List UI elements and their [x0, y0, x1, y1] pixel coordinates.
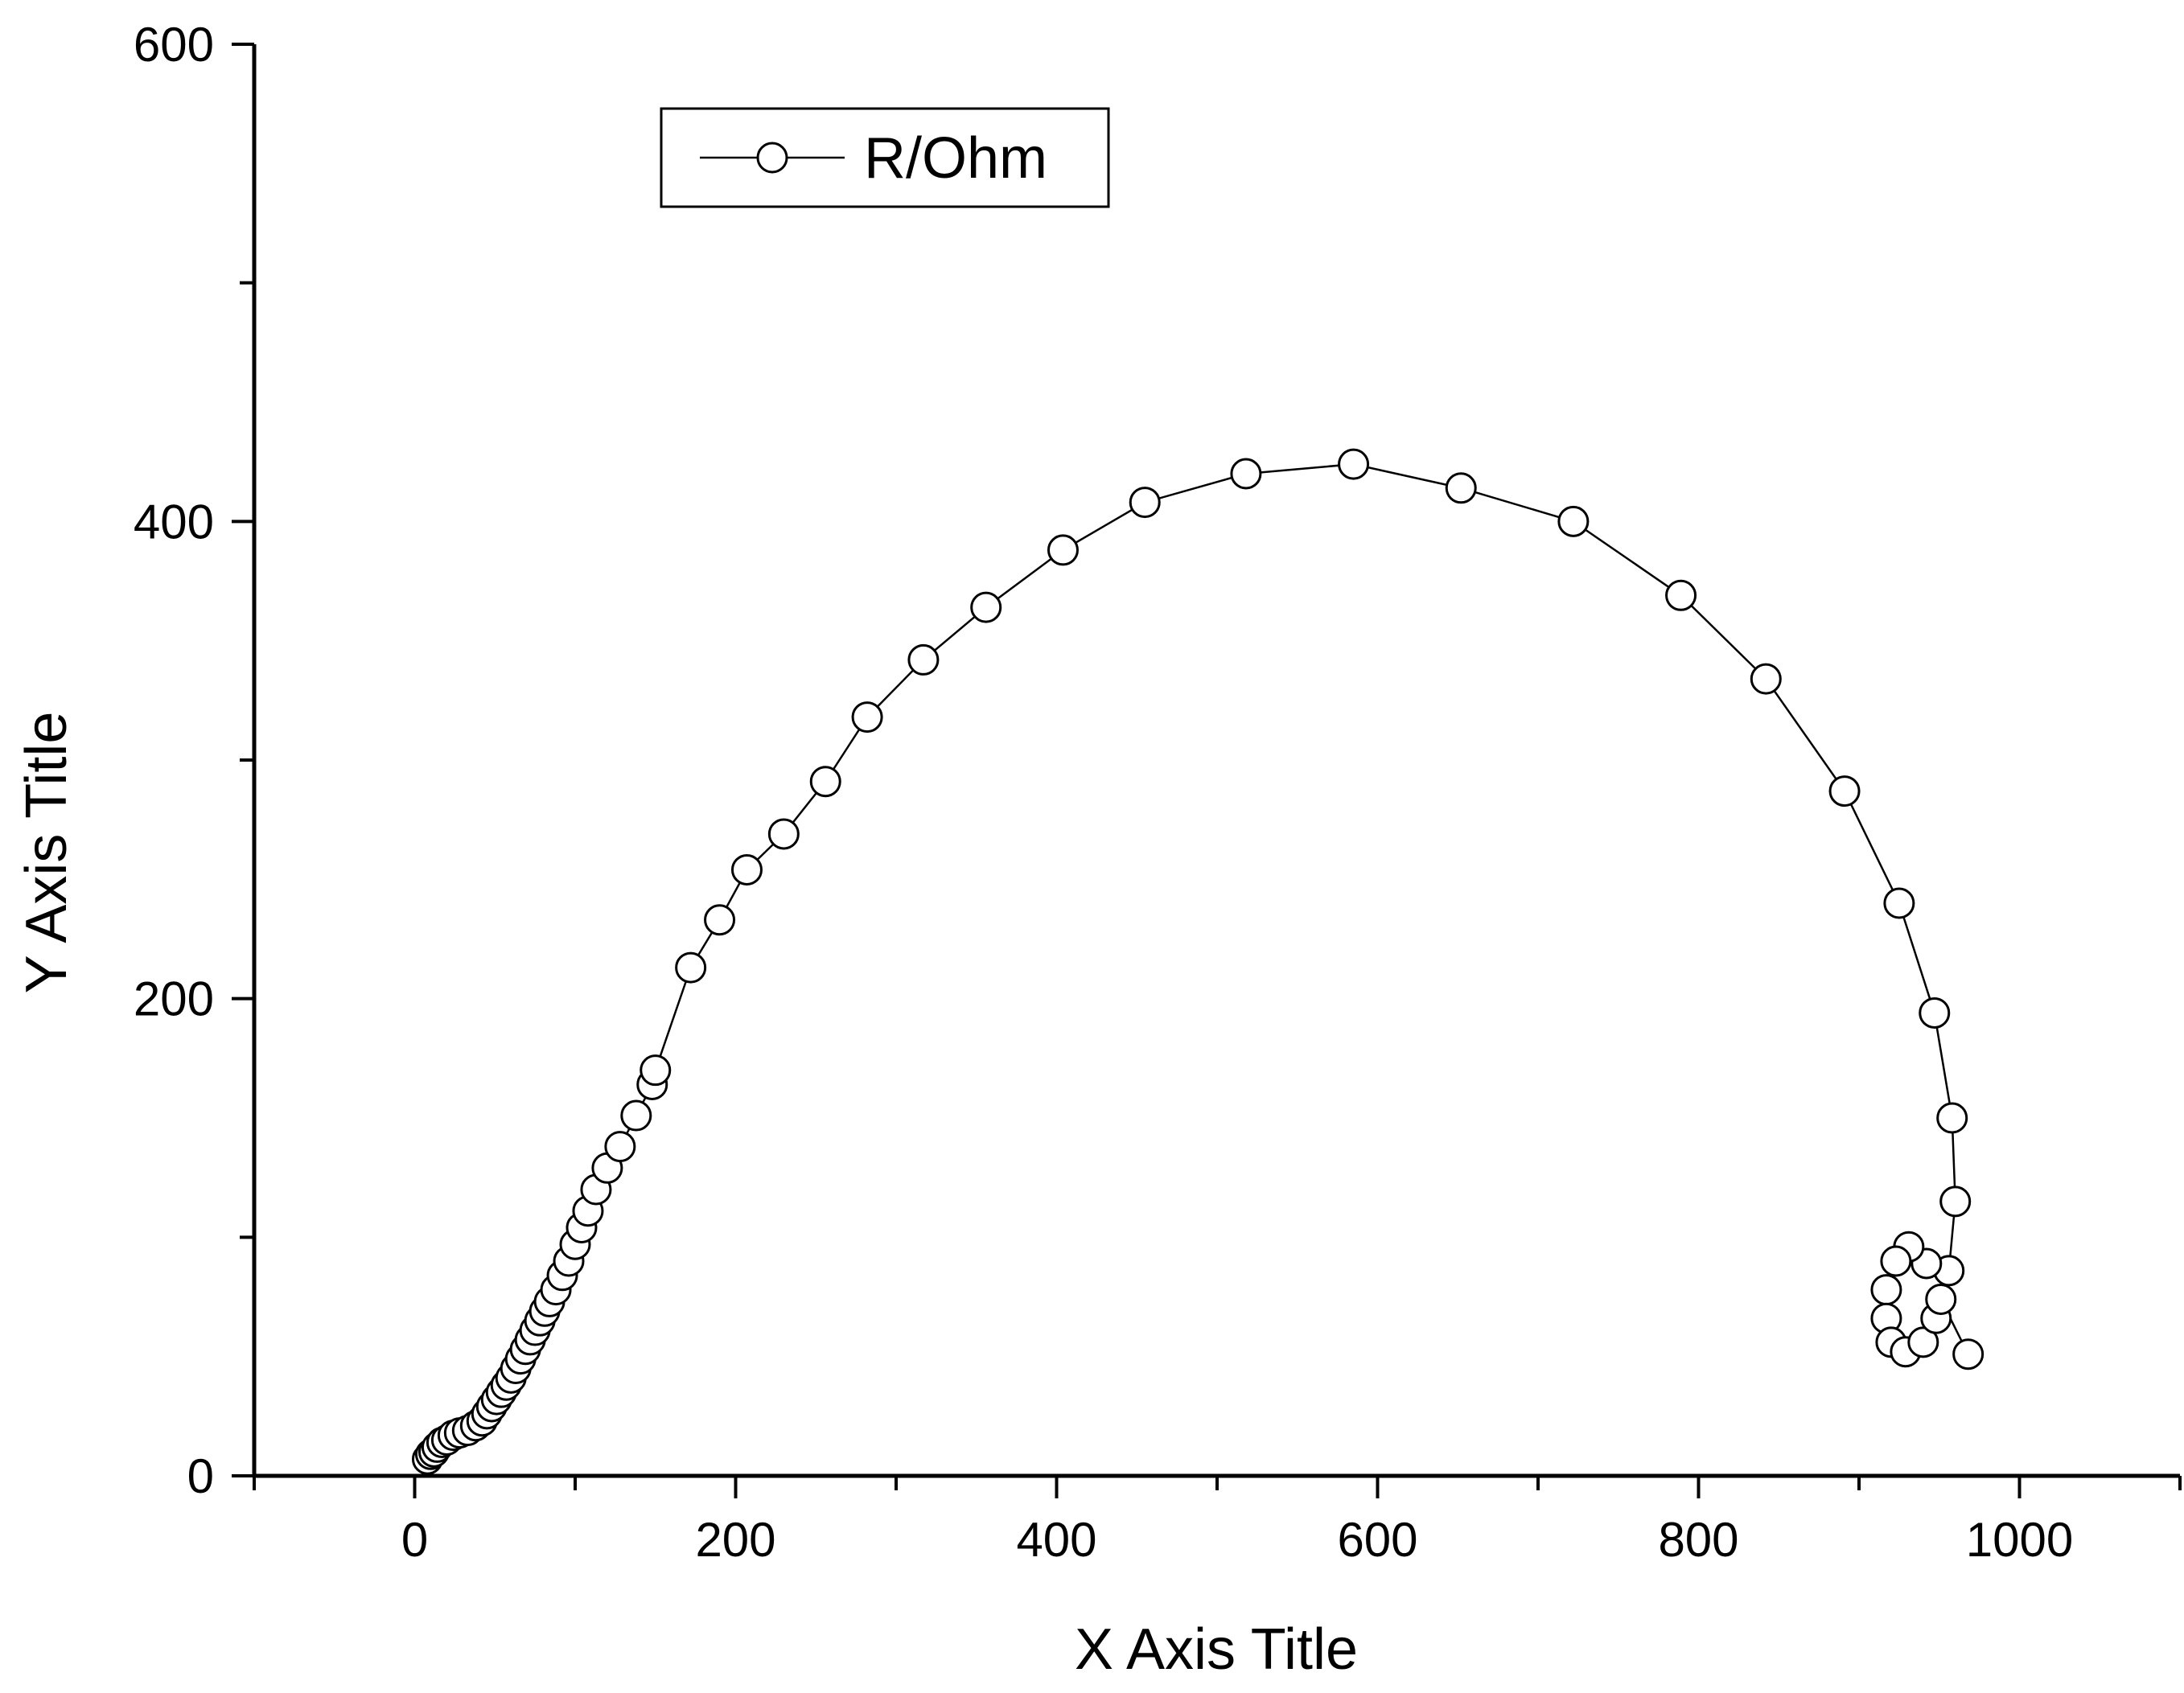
- data-point: [1939, 1186, 1972, 1218]
- y-tick-label: 0: [187, 1449, 214, 1503]
- data-point: [907, 643, 940, 676]
- data-point: [1129, 487, 1161, 519]
- data-point: [1445, 472, 1477, 504]
- series-line: [426, 462, 1969, 1460]
- data-point: [1880, 1245, 1912, 1277]
- x-tick-label: 800: [1658, 1513, 1738, 1567]
- data-point: [970, 591, 1002, 623]
- data-point: [1870, 1274, 1902, 1306]
- x-tick-label: 200: [695, 1513, 775, 1567]
- ticks: [232, 43, 2182, 1498]
- data-point: [1230, 458, 1262, 490]
- data-point: [1557, 505, 1590, 537]
- data-point: [809, 766, 841, 798]
- data-point: [1883, 887, 1915, 919]
- data-point: [851, 701, 883, 733]
- x-axis-title: X Axis Title: [1075, 1617, 1358, 1682]
- tick-labels: 0 200 400 600 800 1000 0 200 400 600: [134, 18, 2073, 1567]
- x-tick-label: 600: [1337, 1513, 1417, 1567]
- x-tick-label: 1000: [1966, 1513, 2073, 1567]
- legend-label: R/Ohm: [864, 126, 1047, 191]
- data-point: [1952, 1338, 1985, 1370]
- y-tick-label: 600: [134, 18, 214, 72]
- series: [411, 448, 1985, 1475]
- data-point: [640, 1054, 672, 1087]
- data-point: [620, 1099, 652, 1132]
- x-tick-label: 400: [1016, 1513, 1096, 1567]
- data-point: [1750, 663, 1782, 695]
- data-point: [1936, 1102, 1968, 1134]
- x-tick-label: 0: [401, 1513, 428, 1567]
- y-tick-label: 200: [134, 972, 214, 1026]
- data-point: [1925, 1283, 1957, 1315]
- data-point: [675, 951, 707, 984]
- data-point: [1338, 448, 1370, 480]
- data-point: [1828, 775, 1861, 807]
- data-point: [730, 853, 763, 886]
- legend-marker: [756, 142, 788, 174]
- data-point: [1907, 1326, 1939, 1358]
- data-point: [1047, 534, 1079, 566]
- data-point: [767, 818, 800, 850]
- data-point: [1665, 579, 1697, 611]
- data-point: [1919, 996, 1951, 1029]
- y-axis-title: Y Axis Title: [14, 712, 79, 994]
- data-point: [604, 1131, 636, 1163]
- data-point: [704, 904, 736, 936]
- legend: R/Ohm: [660, 107, 1110, 208]
- y-tick-label: 400: [134, 495, 214, 549]
